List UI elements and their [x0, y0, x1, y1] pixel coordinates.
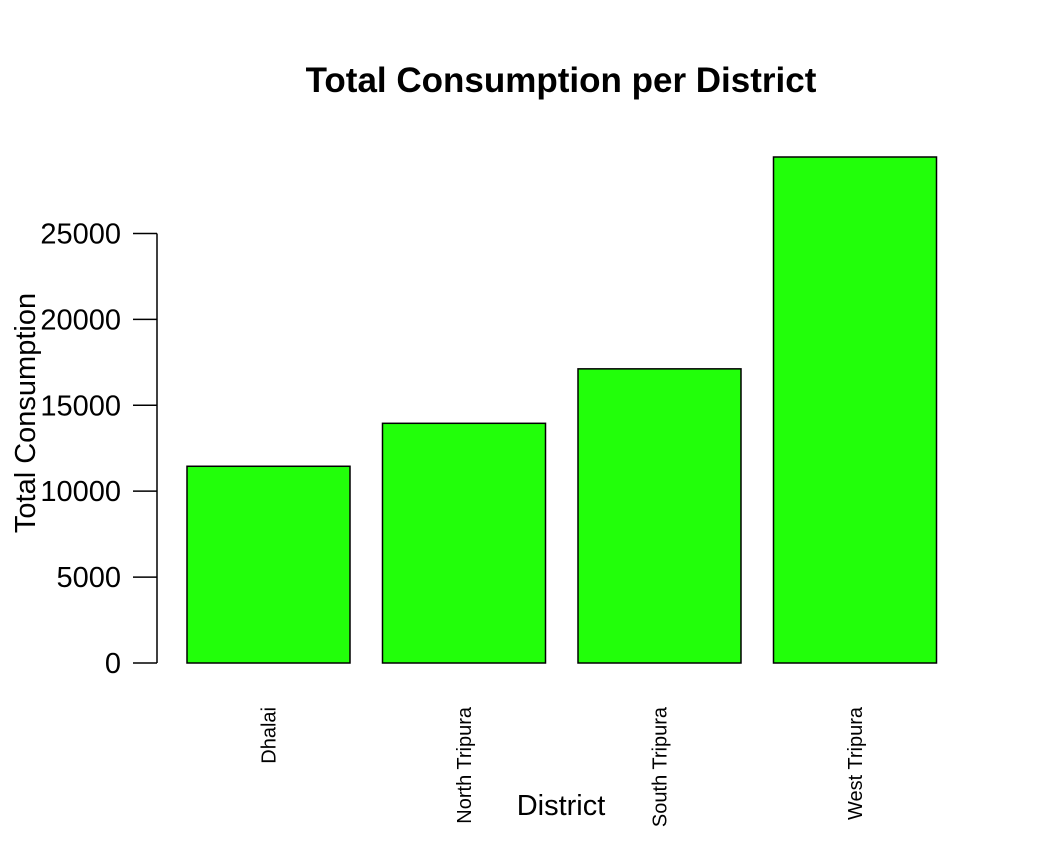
x-tick-labels: Dhalai North Tripura South Tripura West Tri… — [259, 706, 868, 827]
y-tick-label: 5000 — [56, 562, 121, 594]
bar-west-tripura — [772, 156, 938, 664]
y-axis: 0 5000 10000 15000 20000 25000 — [40, 218, 158, 680]
x-tick-label: North Tripura — [454, 706, 476, 824]
chart-title: Total Consumption per District — [306, 61, 817, 100]
y-tick-label: 10000 — [40, 476, 121, 508]
y-tick-label: 0 — [105, 648, 121, 680]
x-tick-label: South Tripura — [650, 706, 672, 827]
x-tick-label: West Tripura — [845, 706, 867, 820]
y-axis-title: Total Consumption — [10, 293, 42, 533]
bar-south-tripura — [577, 368, 742, 664]
y-tick-label: 15000 — [40, 390, 121, 422]
bars-group — [186, 156, 938, 664]
x-tick-label: Dhalai — [259, 707, 281, 764]
bar-dhalai — [186, 465, 351, 664]
y-tick-label: 20000 — [40, 304, 121, 336]
bar-north-tripura — [381, 422, 547, 664]
x-axis-title: District — [517, 790, 606, 822]
y-tick-label: 25000 — [40, 218, 121, 250]
